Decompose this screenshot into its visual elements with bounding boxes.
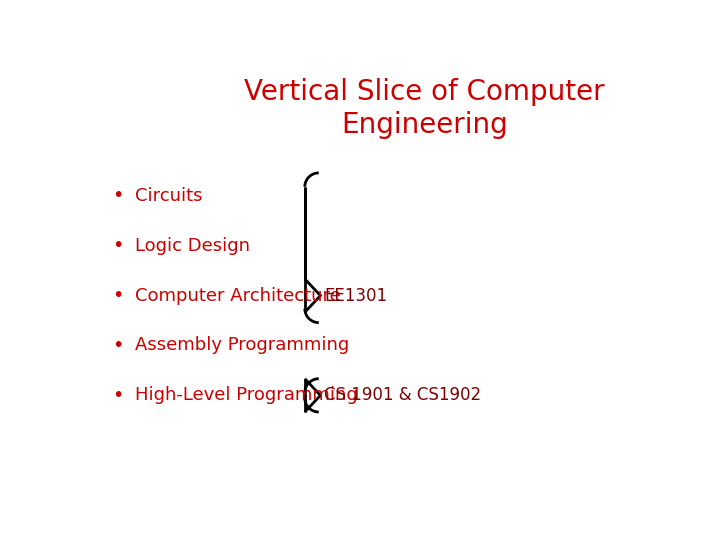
- Text: •: •: [112, 336, 124, 355]
- Text: •: •: [112, 186, 124, 205]
- Text: Vertical Slice of Computer
Engineering: Vertical Slice of Computer Engineering: [245, 78, 605, 139]
- Text: CS 1901 & CS1902: CS 1901 & CS1902: [324, 386, 482, 404]
- Text: Computer Architecture: Computer Architecture: [135, 287, 341, 305]
- Text: Logic Design: Logic Design: [135, 237, 250, 255]
- Text: EE1301: EE1301: [324, 287, 387, 305]
- Text: Assembly Programming: Assembly Programming: [135, 336, 349, 354]
- Text: Circuits: Circuits: [135, 187, 202, 205]
- Text: High-Level Programming: High-Level Programming: [135, 386, 357, 404]
- Text: •: •: [112, 386, 124, 405]
- Text: •: •: [112, 236, 124, 255]
- Text: •: •: [112, 286, 124, 305]
